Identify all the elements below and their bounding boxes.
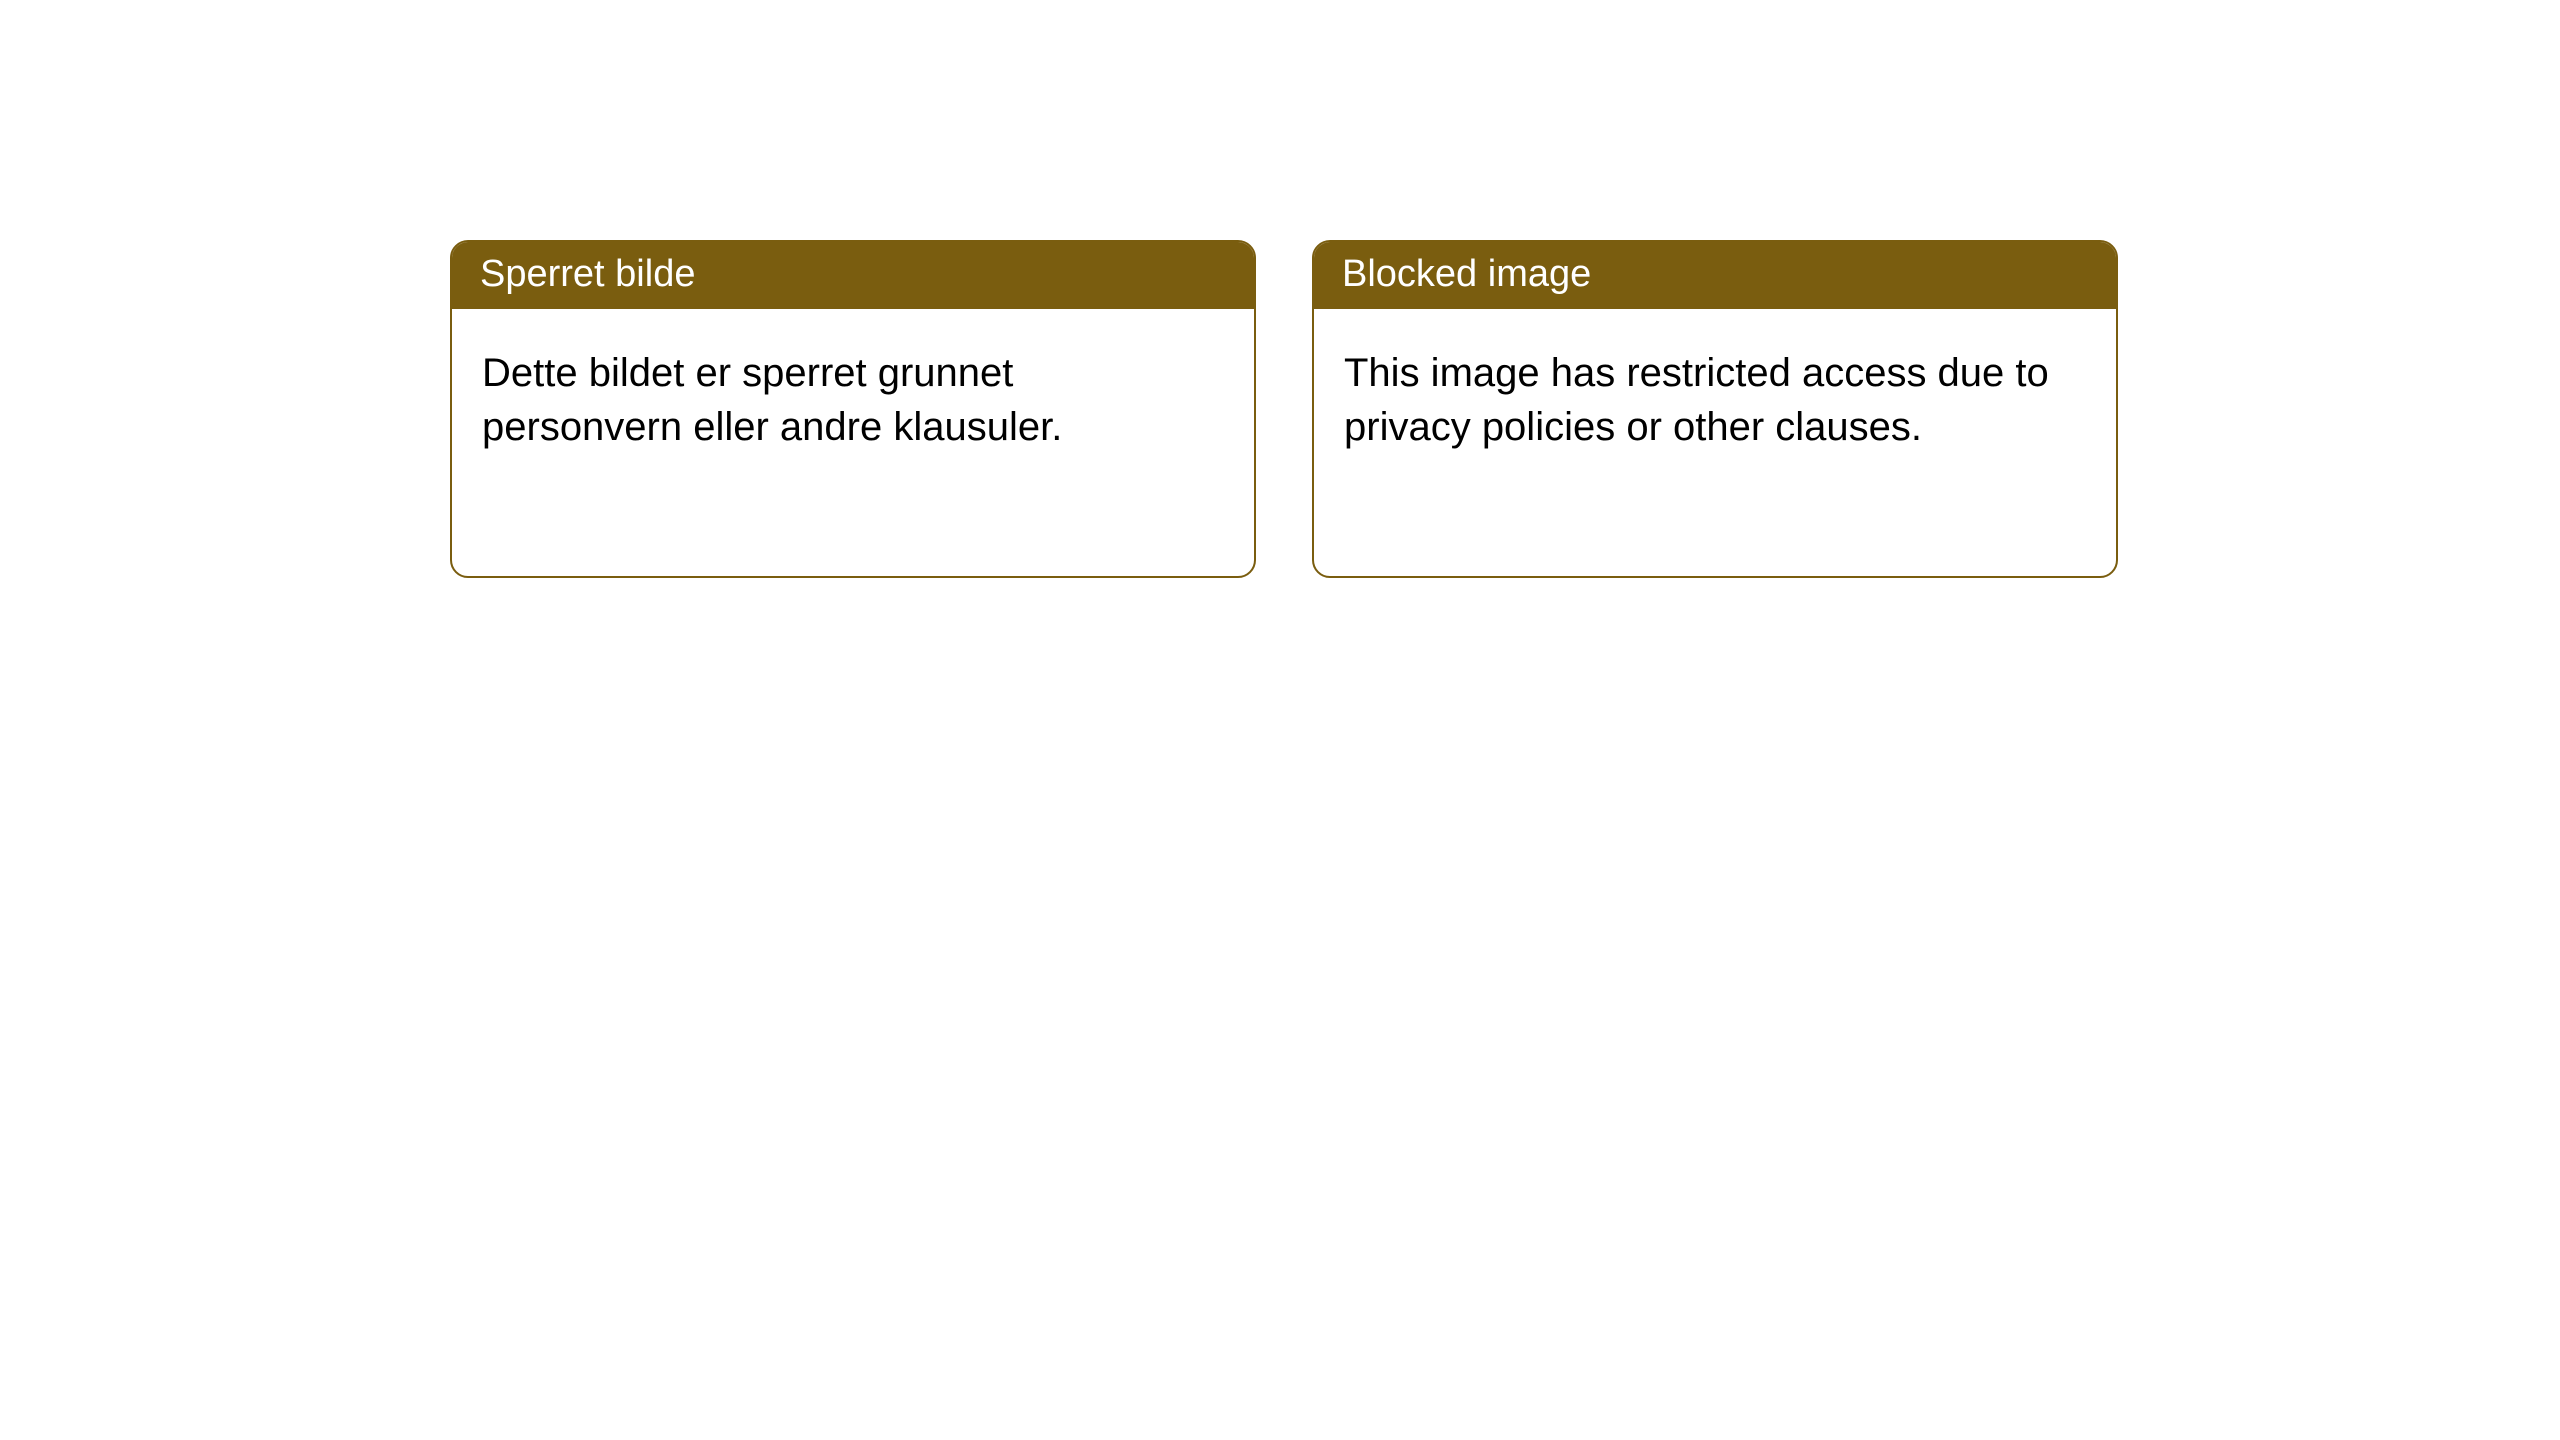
notice-title-norwegian: Sperret bilde	[452, 242, 1254, 309]
notice-container: Sperret bilde Dette bildet er sperret gr…	[0, 0, 2560, 578]
notice-card-english: Blocked image This image has restricted …	[1312, 240, 2118, 578]
notice-body-norwegian: Dette bildet er sperret grunnet personve…	[452, 309, 1254, 491]
notice-title-english: Blocked image	[1314, 242, 2116, 309]
notice-card-norwegian: Sperret bilde Dette bildet er sperret gr…	[450, 240, 1256, 578]
notice-body-english: This image has restricted access due to …	[1314, 309, 2116, 491]
